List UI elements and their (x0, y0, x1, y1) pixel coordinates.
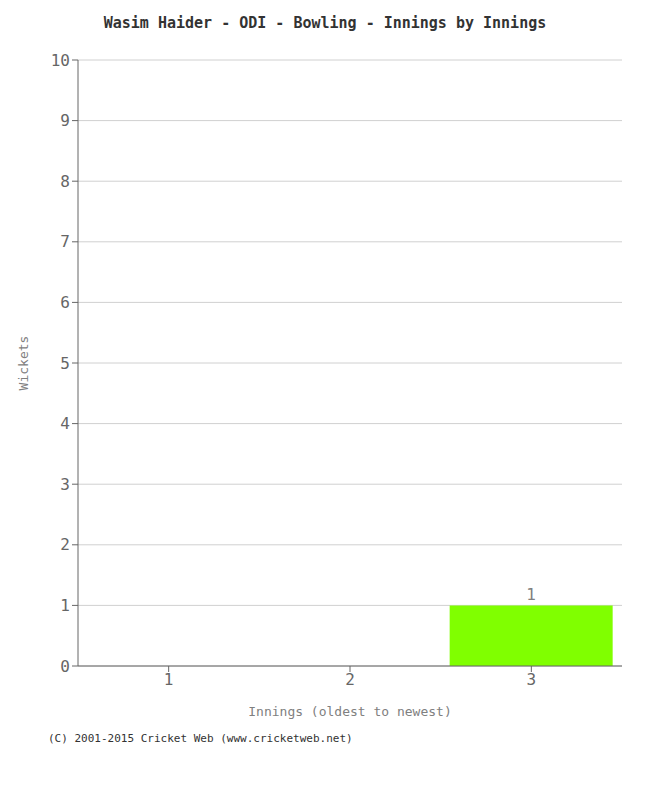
svg-text:6: 6 (60, 293, 70, 312)
svg-text:7: 7 (60, 232, 70, 251)
svg-text:9: 9 (60, 111, 70, 130)
svg-text:Innings (oldest to newest): Innings (oldest to newest) (248, 704, 452, 719)
svg-text:5: 5 (60, 354, 70, 373)
svg-text:4: 4 (60, 414, 70, 433)
svg-text:Wickets: Wickets (16, 336, 31, 391)
svg-text:1: 1 (526, 585, 536, 604)
html-text:(C) 2001-2015 Cricket Web (www: (C) 2001-2015 Cricket Web (www.cricketwe… (48, 732, 353, 745)
svg-text:0: 0 (60, 657, 70, 676)
svg-text:8: 8 (60, 172, 70, 191)
svg-text:3: 3 (60, 475, 70, 494)
svg-text:2: 2 (345, 670, 355, 689)
svg-text:3: 3 (527, 670, 537, 689)
html-text:Wasim Haider - ODI - Bowling -: Wasim Haider - ODI - Bowling - Innings b… (103, 14, 547, 32)
svg-text:1: 1 (60, 596, 70, 615)
svg-text:1: 1 (164, 670, 174, 689)
svg-text:2: 2 (60, 535, 70, 554)
svg-text:10: 10 (51, 51, 70, 70)
